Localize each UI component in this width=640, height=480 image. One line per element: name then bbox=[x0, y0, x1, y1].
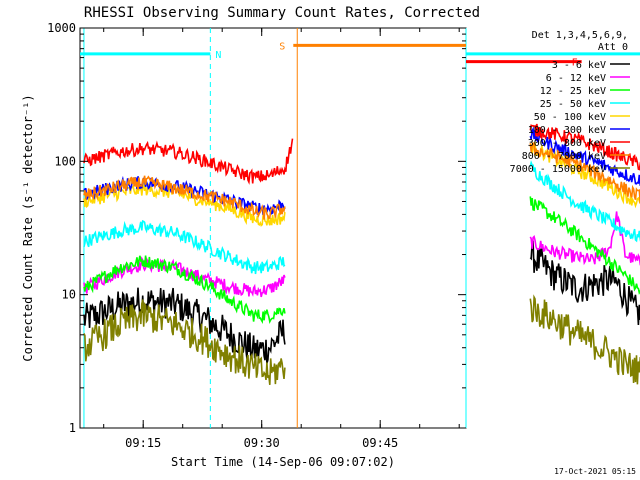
legend-header-1: Att 0 bbox=[598, 42, 628, 53]
series-line-2-segment-2 bbox=[529, 211, 640, 266]
series-line-8-segment-1 bbox=[83, 175, 286, 220]
series-line-9-segment-1 bbox=[83, 299, 286, 385]
x-tick-label-0: 09:15 bbox=[125, 436, 161, 450]
series-line-3-segment-2 bbox=[529, 196, 640, 295]
legend-label-3: 12 - 25 keV bbox=[540, 86, 606, 97]
observing-bars: N S F bbox=[80, 41, 640, 69]
y-tick-label-2: 100 bbox=[54, 154, 76, 168]
vertical-markers bbox=[83, 28, 467, 428]
series-line-7-segment-1 bbox=[83, 138, 294, 185]
series-line-4-segment-1 bbox=[83, 219, 286, 275]
series-line-4-segment-2 bbox=[529, 160, 640, 243]
legend-label-2: 6 - 12 keV bbox=[546, 73, 606, 84]
flag-label-f: F bbox=[572, 58, 578, 69]
flag-label-s: S bbox=[279, 41, 285, 52]
legend-label-4: 25 - 50 keV bbox=[540, 99, 606, 110]
legend-label-8: 800 - 7000 keV bbox=[522, 151, 606, 162]
series-line-8-segment-2 bbox=[529, 141, 640, 204]
legend-label-5: 50 - 100 keV bbox=[534, 112, 606, 123]
footer-timestamp: 17-Oct-2021 05:15 bbox=[554, 467, 636, 476]
series-line-7-segment-2 bbox=[529, 123, 640, 171]
series-line-6-segment-2 bbox=[529, 126, 640, 186]
series-line-9-segment-2 bbox=[529, 294, 640, 385]
x-tick-label-1: 09:30 bbox=[244, 436, 280, 450]
series-line-5-segment-1 bbox=[83, 181, 286, 227]
flag-label-n: N bbox=[215, 50, 221, 61]
y-axis-label: Corrected Count Rate (s⁻¹ detector⁻¹) bbox=[21, 94, 35, 361]
legend-header-0: Det 1,3,4,5,6,9, bbox=[532, 30, 628, 41]
chart-title: RHESSI Observing Summary Count Rates, Co… bbox=[84, 5, 480, 21]
legend-label-9: 7000 - 15000 keV bbox=[510, 164, 606, 175]
y-tick-label-0: 1 bbox=[69, 421, 76, 435]
series-line-3-segment-1 bbox=[83, 255, 286, 325]
y-axis: 1 10 100 1000 bbox=[47, 21, 466, 435]
series-line-1-segment-2 bbox=[529, 240, 640, 326]
legend-label-6: 100 - 300 keV bbox=[528, 125, 606, 136]
y-tick-label-3: 1000 bbox=[47, 21, 76, 35]
y-tick-label-1: 10 bbox=[62, 288, 76, 302]
series-group bbox=[83, 123, 640, 385]
legend-label-1: 3 - 6 keV bbox=[552, 60, 606, 71]
legend-label-7: 300 - 800 keV bbox=[528, 138, 606, 149]
x-axis-label: Start Time (14-Sep-06 09:07:02) bbox=[171, 455, 395, 469]
x-axis: 09:15 09:30 09:45 bbox=[103, 28, 460, 450]
legend: Det 1,3,4,5,6,9,Att 0 3 - 6 keV 6 - 12 keV… bbox=[510, 30, 630, 175]
x-tick-label-2: 09:45 bbox=[362, 436, 398, 450]
